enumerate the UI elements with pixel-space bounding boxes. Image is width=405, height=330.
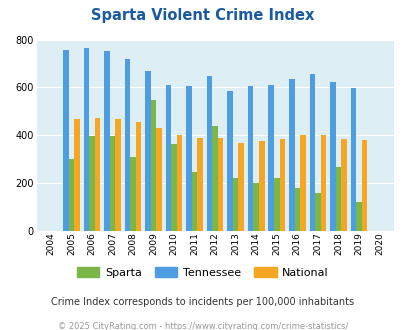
Bar	[238, 143, 243, 231]
Bar	[320, 135, 325, 231]
Bar	[177, 135, 182, 231]
Bar	[186, 85, 192, 231]
Bar	[115, 119, 121, 231]
Text: Crime Index corresponds to incidents per 100,000 inhabitants: Crime Index corresponds to incidents per…	[51, 297, 354, 307]
Bar	[171, 145, 177, 231]
Bar	[197, 138, 202, 231]
Bar	[150, 100, 156, 231]
Bar	[288, 79, 294, 231]
Bar	[314, 193, 320, 231]
Bar	[247, 86, 253, 231]
Bar	[165, 85, 171, 231]
Bar	[258, 141, 264, 231]
Bar	[83, 49, 89, 231]
Bar	[299, 135, 305, 231]
Bar	[253, 183, 258, 231]
Bar	[124, 59, 130, 231]
Bar	[340, 139, 346, 231]
Text: Sparta Violent Crime Index: Sparta Violent Crime Index	[91, 8, 314, 23]
Bar	[89, 136, 94, 231]
Bar	[207, 76, 212, 231]
Bar	[335, 167, 340, 231]
Bar	[232, 178, 238, 231]
Bar	[109, 136, 115, 231]
Bar	[309, 74, 314, 231]
Bar	[273, 178, 279, 231]
Bar	[63, 50, 68, 231]
Bar	[355, 202, 361, 231]
Bar	[192, 172, 197, 231]
Bar	[136, 122, 141, 231]
Bar	[361, 140, 367, 231]
Bar	[227, 90, 232, 231]
Bar	[68, 159, 74, 231]
Bar	[279, 139, 284, 231]
Bar	[130, 157, 136, 231]
Bar	[294, 188, 299, 231]
Bar	[212, 126, 217, 231]
Text: © 2025 CityRating.com - https://www.cityrating.com/crime-statistics/: © 2025 CityRating.com - https://www.city…	[58, 322, 347, 330]
Legend: Sparta, Tennessee, National: Sparta, Tennessee, National	[72, 263, 333, 282]
Bar	[329, 82, 335, 231]
Bar	[74, 119, 79, 231]
Bar	[94, 117, 100, 231]
Bar	[104, 51, 109, 231]
Bar	[268, 85, 273, 231]
Bar	[217, 138, 223, 231]
Bar	[145, 71, 150, 231]
Bar	[156, 128, 162, 231]
Bar	[350, 88, 355, 231]
